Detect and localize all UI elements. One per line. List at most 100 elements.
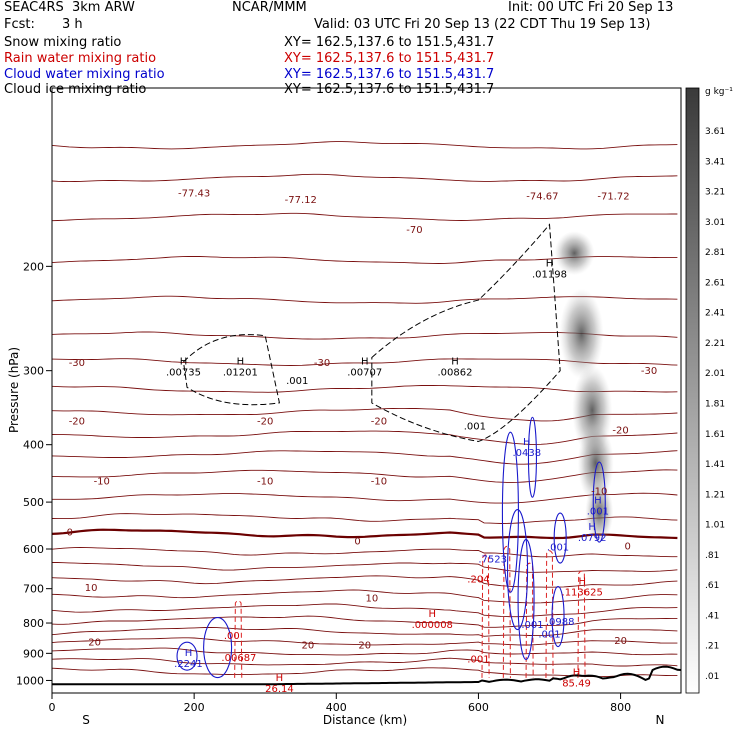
legend-cloud-ice: Cloud ice mixing ratio (4, 82, 147, 97)
colorbar-tick-label: 1.81 (705, 400, 725, 410)
colorbar-tick-label: .01 (705, 672, 719, 682)
extremum-value: .00 (224, 631, 240, 642)
x-tick-label: 200 (184, 701, 205, 714)
cloud-water-contour (592, 461, 606, 543)
extremum-value: .01201 (223, 368, 258, 379)
isotherm-line (52, 528, 678, 540)
rain-contour (481, 554, 490, 678)
forecast-label: Fcst: (4, 17, 35, 32)
cloud-water-contour (203, 617, 233, 679)
extremum-value: .001 (467, 655, 489, 666)
org-name: NCAR/MMM (232, 0, 307, 15)
rain-contour (545, 550, 554, 678)
y-axis-title: Pressure (hPa) (7, 347, 21, 433)
isotherm-line (52, 627, 678, 637)
extremum-marker: H (428, 609, 436, 620)
extremum-value: .0438 (512, 448, 541, 459)
north-label: N (656, 713, 665, 727)
isotherm-label: 20 (358, 641, 371, 652)
x-tick-label: 0 (49, 701, 56, 714)
extremum-marker: H (573, 668, 581, 679)
isotherm-label: -74.67 (526, 192, 558, 203)
isotherm-line (52, 562, 678, 573)
model-name: 3km ARW (72, 0, 135, 15)
isotherm-label: -20 (612, 425, 628, 436)
extremum-value: .001 (547, 543, 569, 554)
legend-cloud-water: Cloud water mixing ratio (4, 67, 165, 82)
extremum-marker: H (180, 357, 188, 368)
legend-rain-xy: XY= 162.5,137.6 to 151.5,431.7 (284, 51, 495, 66)
x-tick-label: 800 (610, 701, 631, 714)
extremum-marker: H (594, 496, 602, 507)
legend-snow-xy: XY= 162.5,137.6 to 151.5,431.7 (284, 35, 495, 50)
extremum-marker: H (588, 522, 596, 533)
cloud-water-contour (527, 416, 538, 498)
isotherm-line (52, 513, 678, 524)
x-tick-label: 600 (468, 701, 489, 714)
rain-contour (577, 570, 586, 678)
isotherm-label: 0 (354, 536, 360, 547)
cloud-water-contour (176, 641, 198, 671)
isotherm-line (52, 450, 678, 465)
plot-frame (51, 87, 682, 694)
isotherm-line (52, 141, 678, 150)
forecast-hour: 3 h (62, 17, 83, 32)
colorbar-tick-label: 1.61 (705, 430, 725, 440)
rain-contour (234, 600, 243, 678)
colorbar-tick-label: 1.21 (705, 490, 725, 500)
colorbar-tick-label: .41 (705, 611, 719, 621)
colorbar-unit: g kg⁻¹ (705, 87, 733, 97)
legend-cloud-ice-xy: XY= 162.5,137.6 to 151.5,431.7 (284, 82, 495, 97)
extremum-value: .00707 (347, 368, 382, 379)
isotherm-label: -10 (94, 477, 110, 488)
isotherm-label: 20 (88, 638, 101, 649)
colorbar-tick-label: 3.01 (705, 218, 725, 228)
y-tick-label: 700 (23, 583, 44, 596)
init-time: Init: 00 UTC Fri 20 Sep 13 (508, 0, 674, 15)
isotherm-line (52, 430, 678, 445)
cloud-water-contour (506, 509, 529, 631)
isotherm-label: -71.72 (597, 192, 629, 203)
colorbar-tick-label: 1.01 (705, 521, 725, 531)
extremum-marker: H (361, 357, 369, 368)
project-title: SEAC4RS (4, 0, 64, 15)
extremum-value: .001 (464, 422, 486, 433)
isotherm-label: 20 (614, 636, 627, 647)
y-tick-label: 600 (23, 543, 44, 556)
extremum-marker: H (523, 437, 531, 448)
isotherm-line (52, 469, 678, 483)
y-tick-label: 400 (23, 439, 44, 452)
isotherm-line (52, 212, 678, 222)
isotherm-label: 10 (365, 594, 378, 605)
snow-contour (371, 223, 561, 442)
extremum-value: .001 (521, 620, 543, 631)
cloud-water-contour (553, 512, 567, 564)
isotherm-label: 20 (301, 641, 314, 652)
extremum-value: .001 (286, 376, 308, 387)
isotherm-label: -20 (69, 416, 85, 427)
extremum-value: .000008 (412, 620, 453, 631)
isotherm-label: -70 (406, 225, 422, 236)
rain-contour (525, 562, 534, 678)
extremum-value: .204 (467, 574, 489, 585)
y-tick-label: 300 (23, 365, 44, 378)
extremum-value: .7523 (478, 554, 507, 565)
rain-contour (502, 545, 511, 678)
legend-rain: Rain water mixing ratio (4, 51, 157, 66)
isotherm-line (52, 647, 678, 656)
extremum-value: .00687 (221, 653, 256, 664)
extremum-marker: H (276, 673, 284, 684)
colorbar-tick-label: 3.61 (705, 127, 725, 137)
colorbar-tick-label: .61 (705, 581, 719, 591)
extremum-value: 26.14 (265, 684, 294, 695)
snow-contour (182, 334, 281, 406)
colorbar-tick-label: 2.61 (705, 278, 725, 288)
colorbar-tick-label: 3.21 (705, 188, 725, 198)
isotherm-line (52, 603, 678, 618)
isotherm-label: 0 (67, 528, 73, 539)
isotherm-line (52, 657, 678, 667)
isotherm-label: -10 (257, 477, 273, 488)
y-tick-label: 900 (23, 647, 44, 660)
extremum-value: .0988 (546, 617, 575, 628)
